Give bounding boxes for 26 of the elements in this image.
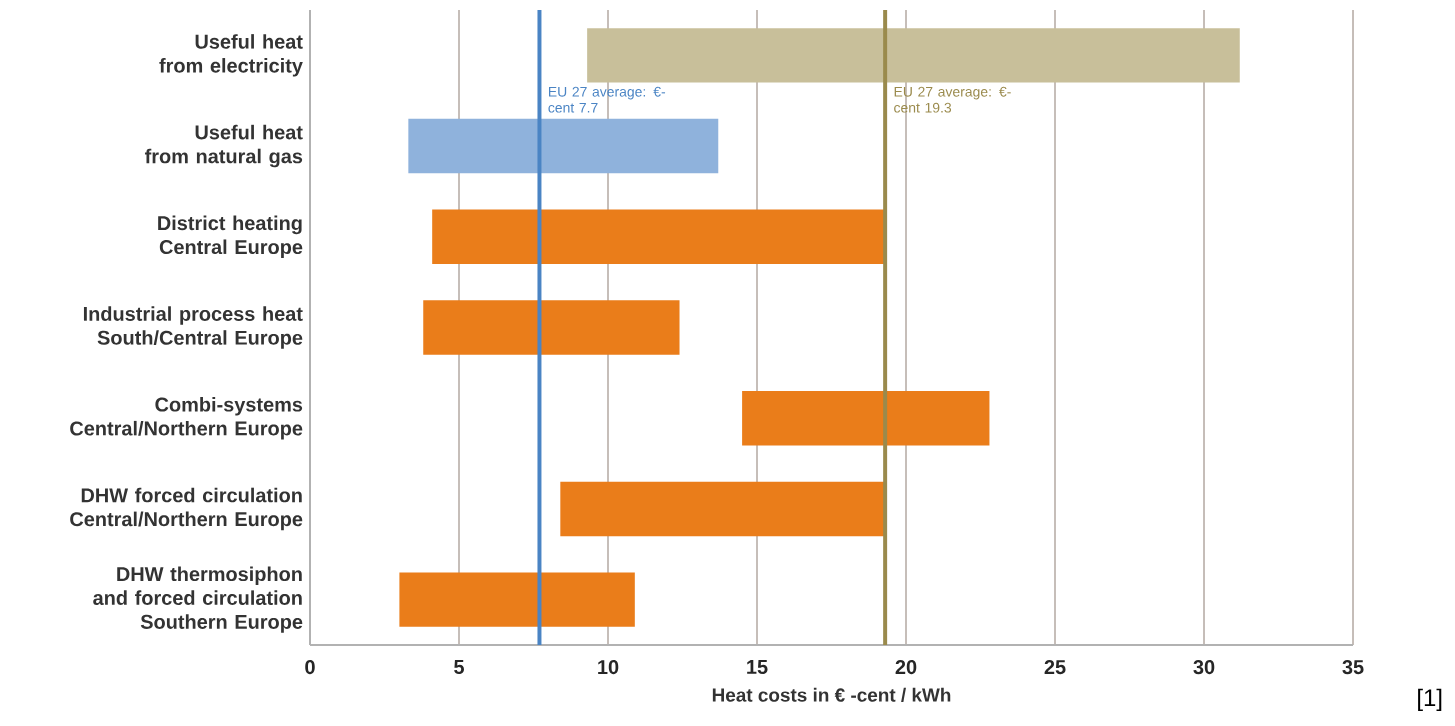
ref-line-label: EU 27 average: €-cent 7.7	[548, 86, 666, 113]
text: [1]	[1418, 688, 1442, 711]
bar	[432, 209, 886, 265]
y-tick-label: Useful heat from electricity	[159, 34, 303, 77]
y-tick-label: DHW forced circulation Central/Northern Europe	[70, 487, 303, 531]
bar	[423, 300, 680, 355]
x-tick-label: 30	[1193, 660, 1215, 675]
bar	[399, 572, 635, 627]
x-tick-label: 35	[1342, 660, 1364, 675]
ref-line-label: EU 27 average: €-cent 19.3	[894, 86, 1011, 113]
x-tick-label: 0	[305, 660, 315, 675]
bar	[742, 391, 990, 446]
x-tick-label: 5	[454, 660, 464, 674]
x-tick-label: 10	[598, 660, 619, 675]
bar	[408, 118, 719, 174]
x-tick-label: 15	[747, 660, 768, 674]
x-tick-label: 20	[895, 660, 917, 675]
y-tick-label: District heating Central Europe	[158, 215, 303, 259]
y-tick-label: Industrial process heat South/Central Europe	[83, 306, 303, 349]
bar	[560, 481, 886, 537]
x-axis-title: Heat costs in € -cent / kWh	[712, 687, 951, 702]
x-tick-label: 25	[1044, 660, 1066, 675]
y-tick-label: Combi-systems Central/Northern Europe	[70, 396, 303, 440]
bar	[587, 28, 1240, 83]
y-tick-label: DHW thermosiphon and forced circulation Southern Europe	[93, 566, 303, 633]
y-tick-label: Useful heat from natural gas	[144, 124, 303, 168]
